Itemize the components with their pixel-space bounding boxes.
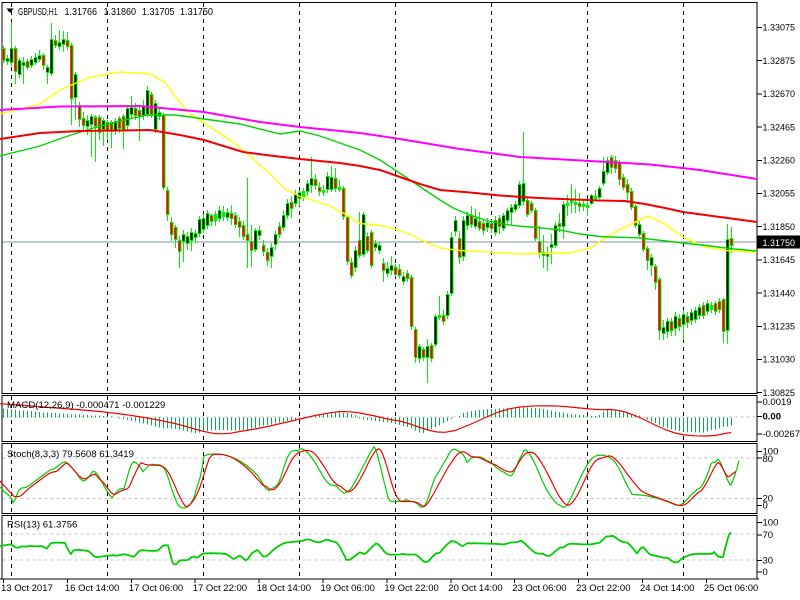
svg-text:100: 100	[763, 518, 779, 529]
svg-text:1.31440: 1.31440	[763, 288, 796, 299]
svg-text:0.00: 0.00	[763, 412, 782, 423]
svg-text:1.31705: 1.31705	[142, 7, 175, 18]
svg-text:0: 0	[763, 567, 768, 578]
svg-text:16 Oct 14:00: 16 Oct 14:00	[65, 583, 119, 594]
svg-text:0.0019: 0.0019	[763, 397, 792, 408]
svg-text:1.31235: 1.31235	[763, 322, 796, 333]
svg-text:1.32260: 1.32260	[763, 156, 796, 167]
svg-text:23 Oct 22:00: 23 Oct 22:00	[576, 583, 630, 594]
svg-text:RSI(13) 61.3756: RSI(13) 61.3756	[7, 520, 77, 531]
svg-text:1.32670: 1.32670	[763, 89, 796, 100]
svg-text:25 Oct 06:00: 25 Oct 06:00	[704, 583, 758, 594]
svg-text:1.30825: 1.30825	[763, 388, 796, 399]
svg-text:1.31750: 1.31750	[180, 7, 213, 18]
svg-text:23 Oct 06:00: 23 Oct 06:00	[512, 583, 566, 594]
svg-text:13 Oct 2017: 13 Oct 2017	[1, 583, 53, 594]
svg-text:Stoch(8,3,3) 79.5608 61.3419: Stoch(8,3,3) 79.5608 61.3419	[7, 449, 134, 460]
svg-text:MACD(12,26,9) -0.000471 -0.001: MACD(12,26,9) -0.000471 -0.001229	[7, 400, 165, 411]
svg-text:0: 0	[763, 501, 768, 512]
svg-text:17 Oct 06:00: 17 Oct 06:00	[129, 583, 183, 594]
svg-text:19 Oct 06:00: 19 Oct 06:00	[321, 583, 375, 594]
svg-text:17 Oct 22:00: 17 Oct 22:00	[193, 583, 247, 594]
svg-text:1.31750: 1.31750	[763, 238, 796, 249]
svg-text:1.31030: 1.31030	[763, 355, 796, 366]
svg-text:1.31645: 1.31645	[763, 255, 796, 266]
svg-text:30: 30	[763, 556, 774, 567]
svg-text:-0.002678: -0.002678	[763, 429, 800, 440]
svg-text:1.32055: 1.32055	[763, 189, 796, 200]
svg-text:80: 80	[763, 454, 774, 465]
svg-text:1.31766: 1.31766	[65, 7, 98, 18]
svg-text:GBPUSD,H1: GBPUSD,H1	[18, 7, 58, 18]
svg-text:70: 70	[763, 530, 774, 541]
svg-text:100: 100	[763, 447, 779, 458]
svg-text:19 Oct 22:00: 19 Oct 22:00	[384, 583, 438, 594]
svg-text:24 Oct 14:00: 24 Oct 14:00	[640, 583, 694, 594]
svg-text:1.32875: 1.32875	[763, 56, 796, 67]
svg-text:1.32465: 1.32465	[763, 122, 796, 133]
svg-text:20: 20	[763, 494, 774, 505]
svg-text:18 Oct 14:00: 18 Oct 14:00	[257, 583, 311, 594]
svg-text:1.31860: 1.31860	[104, 7, 137, 18]
svg-text:1.33075: 1.33075	[763, 23, 796, 34]
svg-text:1.31850: 1.31850	[763, 222, 796, 233]
svg-text:20 Oct 14:00: 20 Oct 14:00	[448, 583, 502, 594]
